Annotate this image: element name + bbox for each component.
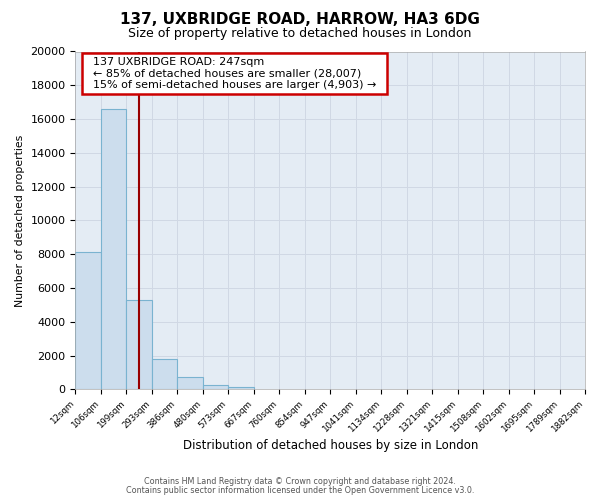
Text: 137 UXBRIDGE ROAD: 247sqm
  ← 85% of detached houses are smaller (28,007)
  15% : 137 UXBRIDGE ROAD: 247sqm ← 85% of detac… bbox=[86, 56, 383, 90]
Bar bbox=[203, 384, 228, 390]
Text: Size of property relative to detached houses in London: Size of property relative to detached ho… bbox=[128, 28, 472, 40]
Bar bbox=[228, 387, 254, 390]
Text: Contains HM Land Registry data © Crown copyright and database right 2024.: Contains HM Land Registry data © Crown c… bbox=[144, 477, 456, 486]
Text: Contains public sector information licensed under the Open Government Licence v3: Contains public sector information licen… bbox=[126, 486, 474, 495]
Y-axis label: Number of detached properties: Number of detached properties bbox=[15, 134, 25, 306]
Bar bbox=[76, 252, 101, 390]
Bar bbox=[152, 359, 178, 390]
Bar bbox=[127, 300, 152, 390]
Bar bbox=[101, 109, 127, 390]
Bar bbox=[178, 378, 203, 390]
X-axis label: Distribution of detached houses by size in London: Distribution of detached houses by size … bbox=[182, 440, 478, 452]
Text: 137, UXBRIDGE ROAD, HARROW, HA3 6DG: 137, UXBRIDGE ROAD, HARROW, HA3 6DG bbox=[120, 12, 480, 28]
